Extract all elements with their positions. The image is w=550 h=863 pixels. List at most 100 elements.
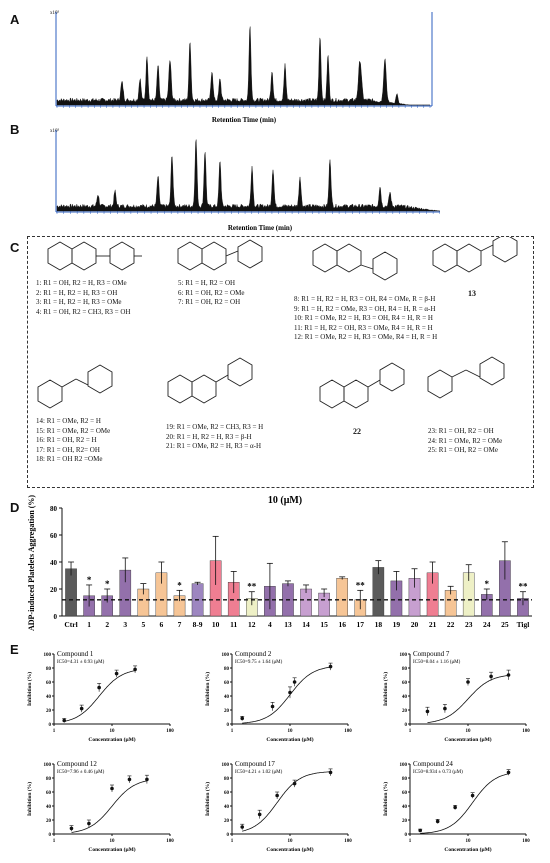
dose-ic50: IC50=4.31 ± 0.93 (μM): [57, 660, 105, 665]
panel-label-c: C: [10, 240, 20, 255]
dose-y-tick: 80: [224, 667, 230, 672]
dose-y-tick: 60: [46, 681, 52, 686]
dose-response-grid: 0 20 40 60 80 100 1 10 100 Inhibition (%) Concentr…: [20, 646, 540, 860]
bar-label-11: 11: [230, 620, 237, 629]
dose-y-tick: 100: [400, 763, 408, 768]
bar-18: [372, 567, 385, 617]
bar-y-tick: 0: [54, 613, 58, 621]
bar-label-25: 25: [501, 620, 509, 629]
dose-fit-curve: [242, 666, 331, 724]
chromatogram-b-scale: x10⁵: [50, 128, 60, 134]
dose-ylabel: Inhibition (%): [204, 672, 211, 706]
bar-y-tick: 40: [50, 559, 58, 567]
bar-y-tick: 60: [50, 532, 58, 540]
dose-x-tick: 100: [166, 839, 174, 844]
dose-x-tick: 1: [409, 729, 412, 734]
bar-label-13: 13: [284, 620, 292, 629]
dose-point: [240, 825, 245, 829]
dose-y-tick: 40: [224, 695, 230, 700]
dose-point: [292, 781, 297, 786]
structure-group-4-drawing: [37, 364, 113, 409]
chromatogram-a-xlabel: Retention Time (min): [212, 116, 277, 124]
bar-chart-title: 10 (μM): [268, 495, 302, 506]
dose-plot-5: 0 20 40 60 80 100 1 10 100 Inhibition (%) Concentr…: [204, 760, 352, 853]
dose-fit-curve: [242, 771, 331, 832]
significance-mark: *: [105, 579, 110, 589]
dose-x-tick: 10: [110, 839, 116, 844]
bar-label-4: 4: [268, 620, 272, 629]
chromatogram-a-scale: x10⁵: [50, 10, 60, 16]
significance-mark: *: [485, 579, 490, 589]
dose-y-tick: 100: [400, 653, 408, 658]
dose-x-tick: 100: [166, 729, 174, 734]
dose-xlabel: Concentration (μM): [444, 736, 491, 743]
structure-13-drawing: [432, 237, 518, 273]
bar-y-tick: 80: [50, 505, 58, 513]
dose-plot-title: Compound 12: [57, 760, 97, 768]
dose-point: [506, 770, 511, 775]
structure-group-1-drawing: [47, 241, 142, 271]
dose-fit-curve: [420, 773, 509, 834]
significance-mark: **: [518, 582, 528, 592]
chromatogram-b: x10⁵ Retention Time (min): [50, 128, 440, 232]
dose-y-tick: 0: [49, 833, 52, 838]
bar-label-8-9: 8-9: [193, 620, 203, 629]
bar-label-20: 20: [411, 620, 419, 629]
dose-ic50: IC50=9.75 ± 1.64 (μM): [235, 660, 283, 665]
aggregation-bar-chart: 10 (μM) ADP-induced Platelets Aggregatio…: [27, 495, 532, 631]
dose-y-tick: 80: [46, 667, 52, 672]
dose-plot-title: Compound 2: [235, 650, 272, 658]
dose-ic50: IC50=8.04 ± 1.16 (μM): [413, 660, 461, 665]
significance-mark: *: [177, 580, 182, 590]
bar-label-2: 2: [105, 620, 109, 629]
dose-y-tick: 80: [46, 777, 52, 782]
bar-label-3: 3: [123, 620, 127, 629]
dose-point: [114, 671, 119, 676]
dose-point: [292, 680, 297, 684]
chromatogram-a: x10⁵ Retention Time (min): [50, 10, 433, 124]
dose-fit-curve: [427, 675, 508, 723]
dose-fit-curve: [71, 780, 147, 833]
bar-label-21: 21: [429, 620, 437, 629]
dose-y-tick: 60: [402, 681, 408, 686]
dose-y-tick: 20: [402, 819, 408, 824]
dose-x-tick: 1: [231, 839, 234, 844]
structure-group-3: 8: R1 = H, R2 = H, R3 = OH, R4 = OMe, R …: [294, 295, 438, 342]
dose-point: [62, 718, 67, 723]
dose-y-tick: 0: [405, 723, 408, 728]
bar-label-17: 17: [357, 620, 365, 629]
dose-y-tick: 100: [44, 653, 52, 658]
bar-label-18: 18: [375, 620, 383, 629]
panel-label-d: D: [10, 500, 20, 515]
dose-plot-title: Compound 24: [413, 760, 453, 768]
dose-x-tick: 10: [466, 729, 472, 734]
dose-y-tick: 40: [224, 805, 230, 810]
dose-y-tick: 80: [402, 777, 408, 782]
significance-mark: **: [356, 580, 366, 590]
dose-y-tick: 100: [222, 653, 230, 658]
bar-chart-ylabel: ADP-induced Platelets Aggregation (%): [27, 495, 36, 631]
dose-point: [240, 716, 245, 721]
bar-16: [336, 577, 348, 617]
dose-x-tick: 100: [522, 839, 530, 844]
dose-point: [270, 704, 275, 709]
dose-y-tick: 40: [46, 695, 52, 700]
bar-label-23: 23: [465, 620, 473, 629]
structure-group-3-drawing: [312, 243, 398, 281]
dose-plot-3: 0 20 40 60 80 100 1 10 100 Inhibition (%) Concentr…: [382, 650, 530, 743]
dose-point: [418, 828, 423, 833]
dose-ylabel: Inhibition (%): [204, 782, 211, 816]
dose-point: [97, 685, 101, 690]
dose-y-tick: 40: [402, 805, 408, 810]
dose-plot-4: 0 20 40 60 80 100 1 10 100 Inhibition (%) Concentr…: [26, 760, 174, 853]
dose-fit-curve: [64, 670, 136, 722]
bar-label-6: 6: [160, 620, 164, 629]
dose-point: [257, 812, 262, 817]
structure-group-6-drawing: [427, 356, 505, 399]
bar-label-Tigl: Tigl: [517, 620, 530, 629]
dose-plot-1: 0 20 40 60 80 100 1 10 100 Inhibition (%) Concentr…: [26, 650, 174, 743]
dose-x-tick: 10: [288, 729, 294, 734]
dose-y-tick: 60: [224, 681, 230, 686]
dose-point: [79, 706, 84, 711]
structure-group-6: 23: R1 = OH, R2 = OH 24: R1 = OMe, R2 = …: [428, 427, 503, 455]
